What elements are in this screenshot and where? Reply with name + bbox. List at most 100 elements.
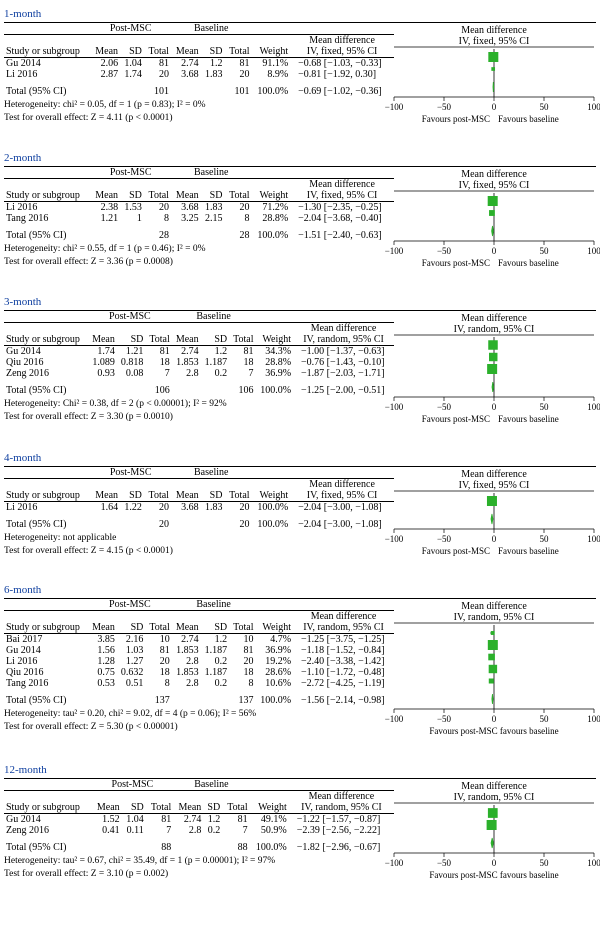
weight: 49.1% bbox=[250, 814, 289, 826]
header-post: Post-MSC bbox=[92, 779, 174, 791]
header-study: Study or subgroup bbox=[4, 35, 90, 58]
svg-text:Mean difference: Mean difference bbox=[461, 469, 527, 480]
svg-text:50: 50 bbox=[540, 714, 550, 724]
svg-text:100: 100 bbox=[587, 534, 600, 544]
table-row: Gu 20141.521.04812.741.28149.1%−1.22 [−1… bbox=[4, 814, 394, 826]
forest-table: Post-MSCBaselineStudy or subgroupMeanSDT… bbox=[4, 467, 394, 530]
study-marker bbox=[487, 496, 497, 506]
header-effect: Mean differenceIV, random, 95% CI bbox=[289, 791, 394, 814]
header-weight: Weight bbox=[255, 611, 293, 634]
overall-effect-text: Test for overall effect: Z = 3.10 (p = 0… bbox=[4, 868, 394, 881]
total-effect: −2.04 [−3.00, −1.08] bbox=[290, 519, 394, 530]
forest-panel: 3-monthPost-MSCBaselineStudy or subgroup… bbox=[4, 296, 596, 430]
panel-title: 6-month bbox=[4, 584, 596, 599]
heterogeneity-text: Heterogeneity: tau² = 0.67, chi² = 35.49… bbox=[4, 855, 394, 868]
total-row: Total (95% CI)8888100.0%−1.82 [−2.96, −0… bbox=[4, 842, 394, 853]
total-row: Total (95% CI)106106100.0%−1.25 [−2.00, … bbox=[4, 385, 394, 396]
svg-text:100: 100 bbox=[587, 102, 600, 112]
weight: 91.1% bbox=[252, 58, 291, 70]
effect-ci: −1.22 [−1.57, −0.87] bbox=[289, 814, 394, 826]
forest-panel: 12-monthPost-MSCBaseline Study or subgrou… bbox=[4, 764, 596, 886]
header-effect: Mean differenceIV, fixed, 95% CI bbox=[290, 479, 394, 502]
total-effect: −0.69 [−1.02, −0.36] bbox=[290, 86, 394, 97]
svg-text:IV, random, 95% CI: IV, random, 95% CI bbox=[454, 612, 535, 623]
table-row: Li 20162.381.53203.681.832071.2%−1.30 [−… bbox=[4, 202, 394, 214]
favours-left-label: Favours post-MSC bbox=[422, 546, 490, 556]
table-row: Li 20161.281.27202.80.22019.2%−2.40 [−3.… bbox=[4, 656, 394, 667]
total-diamond bbox=[493, 82, 494, 92]
total-effect: −1.82 [−2.96, −0.67] bbox=[289, 842, 394, 853]
study-marker bbox=[488, 654, 495, 661]
svg-text:−50: −50 bbox=[437, 534, 452, 544]
panel-title: 4-month bbox=[4, 452, 596, 467]
svg-text:0: 0 bbox=[492, 102, 497, 112]
svg-text:50: 50 bbox=[540, 534, 550, 544]
weight: 34.3% bbox=[255, 346, 293, 358]
effect-ci: −2.72 [−4.25, −1.19] bbox=[293, 678, 394, 689]
study-name: Li 2016 bbox=[4, 656, 88, 667]
total-diamond bbox=[491, 514, 493, 524]
svg-text:100: 100 bbox=[587, 402, 600, 412]
effect-ci: −1.18 [−1.52, −0.84] bbox=[293, 645, 394, 656]
table-row: Gu 20141.561.03811.8531.1878136.9%−1.18 … bbox=[4, 645, 394, 656]
header-baseline: Baseline bbox=[171, 167, 252, 179]
total-diamond bbox=[491, 838, 493, 848]
header-study: Study or subgroup bbox=[4, 479, 90, 502]
total-effect: −1.56 [−2.14, −0.98] bbox=[293, 695, 394, 706]
study-name: Gu 2014 bbox=[4, 814, 92, 826]
study-marker bbox=[489, 353, 497, 361]
svg-text:IV, fixed, 95% CI: IV, fixed, 95% CI bbox=[459, 36, 530, 47]
svg-text:0: 0 bbox=[492, 246, 497, 256]
panel-title: 12-month bbox=[4, 764, 596, 779]
heterogeneity-text: Heterogeneity: chi² = 0.55, df = 1 (p = … bbox=[4, 243, 394, 256]
svg-text:0: 0 bbox=[492, 714, 497, 724]
total-label: Total (95% CI) bbox=[4, 842, 92, 853]
table-row: Gu 20141.741.21812.741.28134.3%−1.00 [−1… bbox=[4, 346, 394, 358]
weight: 28.8% bbox=[252, 213, 291, 224]
total-diamond bbox=[492, 694, 493, 704]
total-label: Total (95% CI) bbox=[4, 519, 90, 530]
header-baseline: Baseline bbox=[173, 779, 249, 791]
forest-table: Post-MSCBaselineStudy or subgroupMeanSDT… bbox=[4, 599, 394, 706]
forest-plot: Mean differenceIV, fixed, 95% CI−100−500… bbox=[394, 167, 594, 271]
header-post: Post-MSC bbox=[90, 167, 171, 179]
effect-ci: −1.87 [−2.03, −1.71] bbox=[293, 368, 394, 379]
svg-text:−100: −100 bbox=[385, 858, 404, 868]
study-name: Qiu 2016 bbox=[4, 357, 88, 368]
weight: 10.6% bbox=[255, 678, 293, 689]
weight: 50.9% bbox=[250, 825, 289, 836]
header-weight: Weight bbox=[250, 791, 289, 814]
study-name: Li 2016 bbox=[4, 202, 90, 214]
svg-text:IV, fixed, 95% CI: IV, fixed, 95% CI bbox=[459, 480, 530, 491]
svg-text:0: 0 bbox=[492, 858, 497, 868]
forest-plot: Mean differenceIV, fixed, 95% CI−100−500… bbox=[394, 467, 594, 559]
header-study: Study or subgroup bbox=[4, 791, 92, 814]
table-row: Zeng 20160.930.0872.80.2736.9%−1.87 [−2.… bbox=[4, 368, 394, 379]
forest-table: Post-MSCBaselineStudy or subgroupMeanSDT… bbox=[4, 23, 394, 97]
header-effect: Mean differenceIV, fixed, 95% CI bbox=[290, 35, 394, 58]
svg-text:−50: −50 bbox=[437, 402, 452, 412]
header-post: Post-MSC bbox=[90, 467, 171, 479]
weight: 71.2% bbox=[252, 202, 291, 214]
svg-text:−100: −100 bbox=[385, 102, 404, 112]
svg-text:100: 100 bbox=[587, 858, 600, 868]
header-baseline: Baseline bbox=[171, 467, 252, 479]
study-name: Tang 2016 bbox=[4, 213, 90, 224]
forest-plot: Mean differenceIV, random, 95% CI−100−50… bbox=[394, 779, 594, 883]
heterogeneity-text: Heterogeneity: Chi² = 0.38, df = 2 (p < … bbox=[4, 398, 394, 411]
study-name: Zeng 2016 bbox=[4, 368, 88, 379]
study-marker bbox=[488, 52, 498, 62]
favours-left-label: Favours post-MSC bbox=[422, 114, 490, 124]
heterogeneity-text: Heterogeneity: tau² = 0.20, chi² = 9.02,… bbox=[4, 708, 394, 721]
weight: 36.9% bbox=[255, 368, 293, 379]
overall-effect-text: Test for overall effect: Z = 4.11 (p < 0… bbox=[4, 112, 394, 125]
favours-right-label: Favours baseline bbox=[498, 546, 559, 556]
forest-table: Post-MSCBaselineStudy or subgroupMeanSDT… bbox=[4, 779, 394, 853]
header-weight: Weight bbox=[255, 323, 293, 346]
total-label: Total (95% CI) bbox=[4, 86, 90, 97]
study-marker bbox=[489, 210, 495, 216]
header-study: Study or subgroup bbox=[4, 323, 88, 346]
study-name: Gu 2014 bbox=[4, 58, 90, 70]
study-marker bbox=[491, 67, 495, 71]
header-baseline: Baseline bbox=[171, 23, 252, 35]
